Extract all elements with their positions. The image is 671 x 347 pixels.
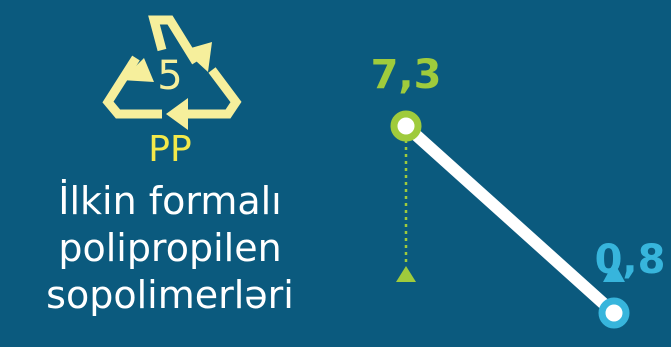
product-name-line-3: sopolimerləri — [46, 273, 294, 317]
series-line — [400, 120, 620, 319]
resin-abbreviation: PP — [148, 129, 192, 170]
triangle-up-icon — [396, 266, 416, 282]
triangle-down-icon — [603, 262, 625, 282]
product-name: İlkin formalı polipropilen sopolimerləri — [20, 178, 320, 319]
data-point-1 — [390, 110, 422, 142]
resin-code-number: 5 — [157, 53, 183, 99]
data-point-2 — [598, 297, 630, 329]
recycle-icon — [102, 15, 242, 130]
product-name-line-1: İlkin formalı — [58, 179, 282, 223]
data-label-1: 7,3 — [371, 52, 442, 98]
data-label-2: 0,8 — [595, 237, 666, 283]
product-name-line-2: polipropilen — [58, 226, 282, 270]
